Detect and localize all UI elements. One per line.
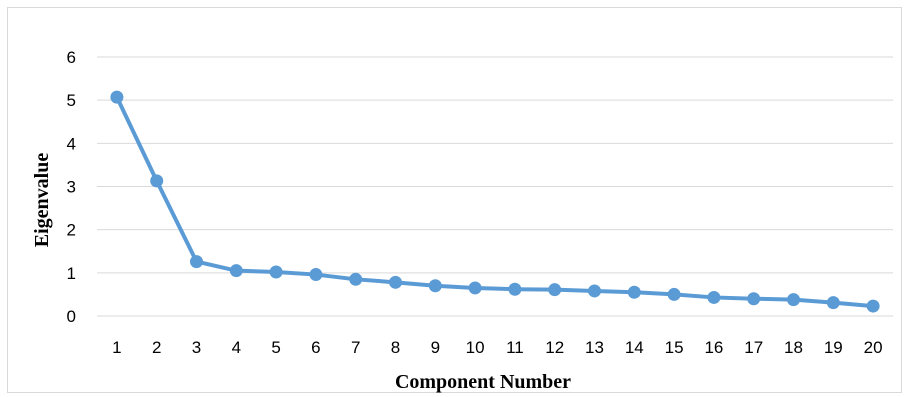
x-tick-label-3: 3 [192,338,201,357]
data-point-5 [269,265,283,279]
data-point-14 [627,285,641,299]
x-tick-label-1: 1 [112,338,121,357]
y-axis-label: Eigenvalue [31,153,53,248]
data-point-6 [309,268,323,282]
x-tick-label-9: 9 [431,338,440,357]
x-tick-label-16: 16 [704,338,723,357]
x-tick-label-15: 15 [665,338,684,357]
x-tick-labels: 1 2 3 4 5 6 7 8 9 10 11 12 13 14 15 16 17 18 19 20 [112,338,882,357]
gridlines [97,56,893,317]
x-tick-label-20: 20 [864,338,883,357]
data-point-8 [389,275,402,289]
x-tick-label-6: 6 [311,338,320,357]
y-tick-label-5: 5 [67,91,76,110]
eigenvalue-series-line [114,95,876,309]
data-point-19 [826,296,840,310]
data-point-9 [428,279,442,293]
x-tick-label-8: 8 [391,338,400,357]
y-tick-label-3: 3 [67,178,76,197]
data-point-18 [787,293,800,307]
data-point-15 [667,287,681,301]
data-point-1 [110,90,124,104]
x-tick-label-5: 5 [271,338,280,357]
data-points [110,90,880,313]
data-point-13 [588,284,601,298]
chart-frame [7,7,902,393]
x-tick-label-2: 2 [152,338,161,357]
data-point-7 [349,272,363,286]
data-point-11 [508,282,522,296]
x-tick-label-7: 7 [351,338,360,357]
y-tick-label-2: 2 [67,221,76,240]
y-tick-label-1: 1 [67,264,76,283]
x-tick-label-18: 18 [784,338,803,357]
y-tick-label-6: 6 [67,48,76,67]
data-point-12 [548,283,562,297]
data-point-10 [468,281,482,295]
data-point-4 [229,264,243,278]
x-tick-label-12: 12 [545,338,564,357]
data-point-16 [707,290,721,304]
x-tick-label-11: 11 [506,338,524,357]
data-point-17 [747,292,761,306]
x-tick-label-13: 13 [585,338,604,357]
x-tick-label-4: 4 [232,338,241,357]
x-tick-label-17: 17 [744,338,763,357]
y-tick-label-0: 0 [67,307,76,326]
data-point-3 [190,255,203,269]
data-point-2 [150,174,164,188]
x-tick-label-19: 19 [824,338,843,357]
data-point-20 [866,299,880,313]
x-tick-label-14: 14 [625,338,644,357]
x-tick-label-10: 10 [466,338,485,357]
x-axis-label: Component Number [395,371,571,393]
y-tick-labels: 0 1 2 3 4 5 6 [67,48,76,326]
y-tick-label-4: 4 [67,134,76,153]
